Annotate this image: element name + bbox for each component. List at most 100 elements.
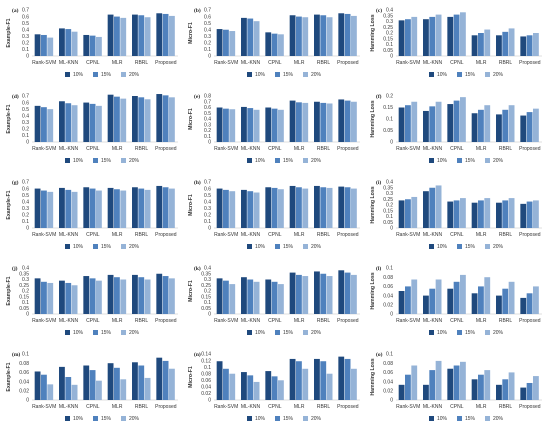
bar-15pct-mlr	[478, 374, 484, 400]
bar-15pct-rank-svm	[41, 374, 47, 400]
bar-15pct-rbrl	[320, 187, 327, 228]
chart-panel-o: (o)Hamming Loss 0 0.02 0.04 0.06 0.08 0.1 Rank-…	[370, 351, 542, 422]
bar-10pct-rank-svm	[216, 278, 223, 314]
y-tick-label: 0.05	[19, 306, 29, 312]
bar-10pct-ml-knn	[59, 28, 65, 56]
legend-label: 15%	[465, 416, 476, 422]
x-tick-label: Proposed	[155, 232, 177, 238]
bar-15pct-ml-knn	[247, 375, 254, 400]
x-tick-label: MLR	[476, 232, 487, 238]
x-tick-label: Proposed	[519, 146, 541, 152]
bar-20pct-cpnl	[459, 274, 466, 314]
legend-swatch	[303, 244, 308, 249]
y-axis-label: Example-F1	[6, 276, 12, 305]
bar-20pct-rank-svm	[229, 284, 236, 314]
y-tick-label: 0.2	[204, 128, 211, 134]
legend-label: 10%	[73, 72, 84, 78]
x-tick-label: Proposed	[337, 318, 359, 324]
x-tick-label: Rank-SVM	[32, 232, 56, 238]
x-tick-label: MLR	[294, 146, 305, 152]
y-tick-label: 0.4	[386, 180, 393, 186]
bar-10pct-rbrl	[132, 274, 138, 314]
bar-20pct-rbrl	[144, 279, 151, 314]
x-tick-label: ML-KNN	[241, 318, 261, 324]
y-tick-label: 0.4	[204, 266, 211, 272]
bar-10pct-rank-svm	[216, 361, 223, 400]
bar-10pct-cpnl	[83, 276, 90, 314]
bar-20pct-mlr	[302, 188, 309, 228]
bar-15pct-proposed	[162, 13, 169, 57]
bar-20pct-rbrl	[144, 17, 151, 57]
bar-10pct-rbrl	[496, 384, 502, 400]
bar-20pct-ml-knn	[253, 21, 260, 56]
bar-15pct-proposed	[526, 382, 533, 400]
bar-15pct-ml-knn	[65, 103, 72, 142]
x-tick-label: RBRL	[499, 404, 513, 410]
panel-label: (i)	[376, 179, 381, 186]
bar-20pct-rank-svm	[229, 31, 236, 56]
y-tick-label: 0.2	[22, 213, 29, 219]
x-tick-label: MLR	[294, 60, 305, 66]
bar-20pct-proposed	[350, 274, 357, 314]
chart-panel-k: (k) Micro-F1 00.050.10.150.20.250.30.350.4…	[188, 265, 360, 336]
y-tick-label: 0.6	[22, 186, 29, 192]
bar-10pct-ml-knn	[59, 280, 65, 314]
bar-15pct-cpnl	[271, 187, 278, 228]
legend-label: 10%	[255, 72, 266, 78]
y-tick-label: 0.6	[22, 100, 29, 106]
bar-20pct-proposed	[168, 278, 175, 314]
legend-label: 10%	[73, 416, 84, 422]
y-tick-label: 0.1	[386, 117, 393, 123]
bar-15pct-rank-svm	[223, 108, 229, 142]
y-tick-label: 0.4	[22, 199, 29, 205]
bar-10pct-ml-knn	[59, 187, 65, 228]
bar-15pct-rank-svm	[405, 199, 411, 228]
x-tick-label: MLR	[476, 404, 487, 410]
bar-10pct-mlr	[471, 113, 478, 142]
bar-10pct-ml-knn	[241, 106, 247, 142]
legend-swatch	[275, 244, 280, 249]
legend-swatch	[303, 158, 308, 163]
bar-10pct-rbrl	[496, 114, 502, 142]
bar-10pct-mlr	[107, 187, 114, 228]
x-tick-label: CPNL	[268, 318, 282, 324]
x-tick-label: CPNL	[450, 146, 464, 152]
legend-label: 20%	[311, 330, 322, 336]
bar-10pct-rbrl	[314, 101, 320, 142]
bar-15pct-rank-svm	[41, 34, 47, 56]
legend-swatch	[429, 330, 434, 335]
bar-10pct-rbrl	[132, 96, 138, 142]
x-tick-label: ML-KNN	[241, 60, 261, 66]
x-tick-label: Proposed	[519, 404, 541, 410]
y-tick-label: 0.2	[22, 41, 29, 47]
bar-20pct-cpnl	[95, 190, 102, 228]
legend-label: 15%	[465, 72, 476, 78]
legend-swatch	[65, 416, 70, 421]
bar-10pct-cpnl	[83, 34, 90, 56]
bar-15pct-rank-svm	[41, 107, 47, 142]
y-tick-label: 0.35	[383, 13, 393, 19]
x-tick-label: MLR	[112, 146, 123, 152]
bar-20pct-cpnl	[277, 189, 284, 228]
y-tick-label: 0.06	[19, 370, 29, 376]
bar-20pct-rank-svm	[47, 37, 54, 56]
y-tick-label: 0.2	[386, 94, 393, 100]
bar-10pct-rank-svm	[216, 107, 223, 142]
panel-label: (n)	[194, 351, 201, 358]
legend-swatch	[485, 72, 490, 77]
bar-15pct-cpnl	[89, 278, 96, 314]
bar-20pct-rbrl	[326, 373, 333, 400]
x-tick-label: ML-KNN	[423, 404, 443, 410]
x-tick-label: RBRL	[135, 232, 149, 238]
bar-20pct-proposed	[350, 368, 357, 400]
bar-10pct-mlr	[289, 15, 296, 57]
bar-15pct-ml-knn	[247, 18, 254, 57]
x-tick-label: Proposed	[337, 404, 359, 410]
bar-10pct-proposed	[338, 356, 345, 400]
panel-label: (j)	[12, 265, 18, 272]
y-tick-label: 0.6	[204, 186, 211, 192]
legend-swatch	[457, 72, 462, 77]
legend-swatch	[247, 72, 252, 77]
bar-10pct-rank-svm	[34, 371, 41, 400]
